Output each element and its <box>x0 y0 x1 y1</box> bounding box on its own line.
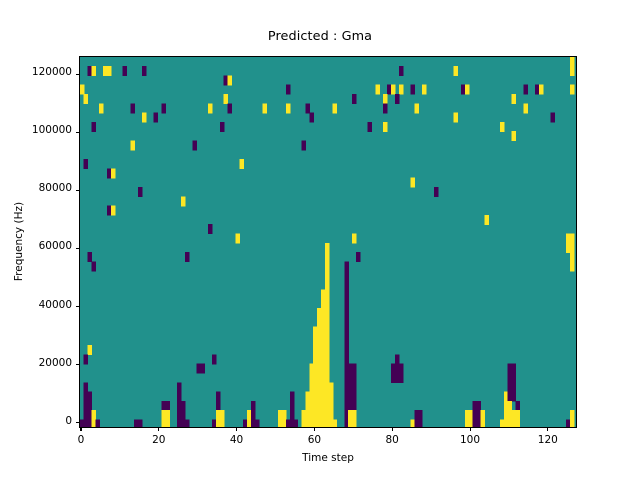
x-tick-label: 20 <box>152 433 166 446</box>
y-tick-mark <box>75 247 79 250</box>
x-tick-mark <box>313 427 315 431</box>
heatmap-canvas <box>80 56 576 427</box>
y-tick-label: 80000 <box>38 182 72 195</box>
x-tick-mark <box>158 427 160 431</box>
x-tick-mark <box>469 427 471 431</box>
x-tick-mark <box>80 427 82 431</box>
x-tick-label: 120 <box>537 433 558 446</box>
y-tick-label: 20000 <box>38 356 72 369</box>
y-axis-label: Frequency (Hz) <box>13 201 25 282</box>
y-tick-label: 0 <box>65 414 72 427</box>
x-axis-label: Time step <box>302 452 354 464</box>
x-tick-label: 80 <box>385 433 399 446</box>
heatmap-axes <box>79 55 577 428</box>
y-tick-label: 100000 <box>31 124 72 137</box>
y-tick-mark <box>75 422 79 424</box>
y-tick-mark <box>75 306 79 308</box>
y-tick-mark <box>75 189 79 191</box>
y-tick-mark <box>75 131 79 133</box>
y-tick-label: 60000 <box>38 240 72 253</box>
x-tick-mark <box>236 427 238 431</box>
y-tick-label: 40000 <box>38 298 72 311</box>
x-tick-mark <box>391 427 393 431</box>
y-tick-mark <box>75 364 79 366</box>
x-tick-label: 0 <box>77 433 85 446</box>
x-tick-label: 60 <box>307 433 322 446</box>
x-tick-label: 100 <box>459 433 481 446</box>
y-tick-label: 120000 <box>31 66 72 79</box>
x-tick-mark <box>547 427 549 431</box>
x-tick-label: 40 <box>229 433 244 446</box>
page-title: Predicted : Gma <box>267 29 373 44</box>
y-tick-mark <box>75 73 79 75</box>
